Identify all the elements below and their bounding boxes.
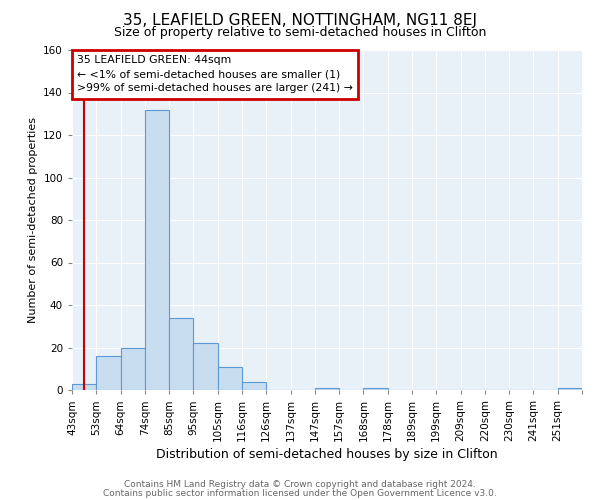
Bar	[169, 318, 193, 390]
Bar	[193, 343, 218, 390]
Text: Contains public sector information licensed under the Open Government Licence v3: Contains public sector information licen…	[103, 488, 497, 498]
Bar	[315, 388, 339, 390]
Bar	[218, 366, 242, 390]
Bar	[242, 382, 266, 390]
Text: 35, LEAFIELD GREEN, NOTTINGHAM, NG11 8EJ: 35, LEAFIELD GREEN, NOTTINGHAM, NG11 8EJ	[123, 12, 477, 28]
Bar	[72, 384, 96, 390]
Bar	[558, 388, 582, 390]
X-axis label: Distribution of semi-detached houses by size in Clifton: Distribution of semi-detached houses by …	[156, 448, 498, 461]
Text: 35 LEAFIELD GREEN: 44sqm
← <1% of semi-detached houses are smaller (1)
>99% of s: 35 LEAFIELD GREEN: 44sqm ← <1% of semi-d…	[77, 55, 353, 93]
Bar	[121, 348, 145, 390]
Text: Size of property relative to semi-detached houses in Clifton: Size of property relative to semi-detach…	[114, 26, 486, 39]
Bar	[145, 110, 169, 390]
Y-axis label: Number of semi-detached properties: Number of semi-detached properties	[28, 117, 38, 323]
Text: Contains HM Land Registry data © Crown copyright and database right 2024.: Contains HM Land Registry data © Crown c…	[124, 480, 476, 489]
Bar	[96, 356, 121, 390]
Bar	[364, 388, 388, 390]
